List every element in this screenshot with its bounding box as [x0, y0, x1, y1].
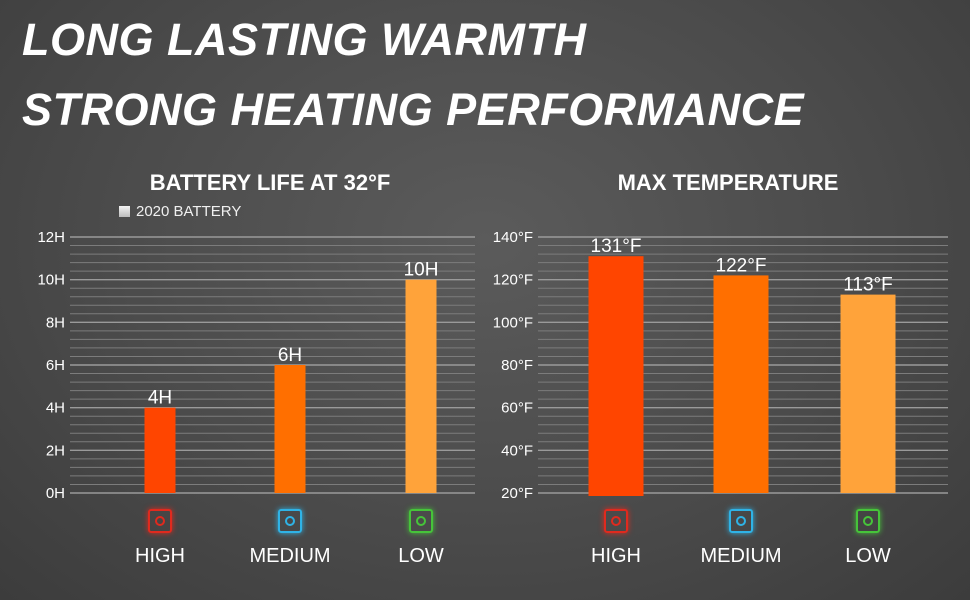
battery-value-label: 6H	[278, 345, 302, 366]
battery-bar-high	[144, 407, 176, 493]
legend-swatch	[119, 206, 130, 217]
battery-y-tick-label: 10H	[37, 272, 65, 289]
temperature-y-tick-label: 100°F	[493, 314, 533, 331]
temperature-bar-high	[588, 256, 644, 496]
temperature-chart-title: MAX TEMPERATURE	[617, 170, 839, 195]
temperature-value-label: 131°F	[591, 236, 642, 257]
heat-low-icon	[856, 509, 880, 533]
battery-legend: 2020 BATTERY	[119, 203, 241, 220]
headline-line-1: LONG LASTING WARMTH	[22, 14, 587, 65]
mode-high: HIGH	[90, 509, 230, 568]
temperature-value-label: 113°F	[843, 275, 893, 296]
temperature-bar-medium	[713, 275, 769, 493]
heat-low-icon	[409, 509, 433, 533]
battery-bar-low	[405, 279, 437, 493]
temperature-bar-low	[840, 294, 896, 493]
battery-y-tick-label: 0H	[46, 485, 65, 502]
heat-medium-icon	[729, 509, 753, 533]
battery-y-tick-label: 12H	[37, 229, 65, 246]
battery-y-tick-label: 2H	[46, 442, 65, 459]
category-label: HIGH	[135, 545, 185, 567]
battery-y-tick-label: 4H	[46, 400, 65, 417]
mode-medium: MEDIUM	[220, 509, 360, 568]
heat-high-icon	[604, 509, 628, 533]
mode-high: HIGH	[546, 509, 686, 568]
temperature-y-tick-label: 140°F	[493, 229, 533, 246]
mode-low: LOW	[798, 509, 938, 568]
category-label: MEDIUM	[249, 545, 331, 567]
temperature-y-tick-label: 20°F	[501, 485, 533, 502]
mode-medium: MEDIUM	[671, 509, 811, 568]
temperature-y-tick-label: 40°F	[501, 442, 533, 459]
heat-medium-icon	[278, 509, 302, 533]
headline-line-2: STRONG HEATING PERFORMANCE	[22, 84, 805, 135]
battery-y-tick-label: 8H	[46, 314, 65, 331]
battery-value-label: 4H	[148, 388, 172, 409]
category-label: LOW	[398, 545, 444, 567]
temperature-y-tick-label: 120°F	[493, 272, 533, 289]
category-label: LOW	[845, 545, 891, 567]
category-label: MEDIUM	[700, 545, 782, 567]
battery-chart-title: BATTERY LIFE AT 32°F	[149, 170, 391, 195]
legend-label: 2020 BATTERY	[136, 203, 242, 220]
temperature-value-label: 122°F	[716, 255, 767, 276]
battery-y-tick-label: 6H	[46, 357, 65, 374]
temperature-y-tick-label: 60°F	[501, 400, 533, 417]
temperature-y-tick-label: 80°F	[501, 357, 533, 374]
heat-high-icon	[148, 509, 172, 533]
battery-value-label: 10H	[404, 260, 439, 281]
battery-bar-medium	[274, 365, 306, 493]
category-label: HIGH	[591, 545, 641, 567]
mode-low: LOW	[351, 509, 491, 568]
